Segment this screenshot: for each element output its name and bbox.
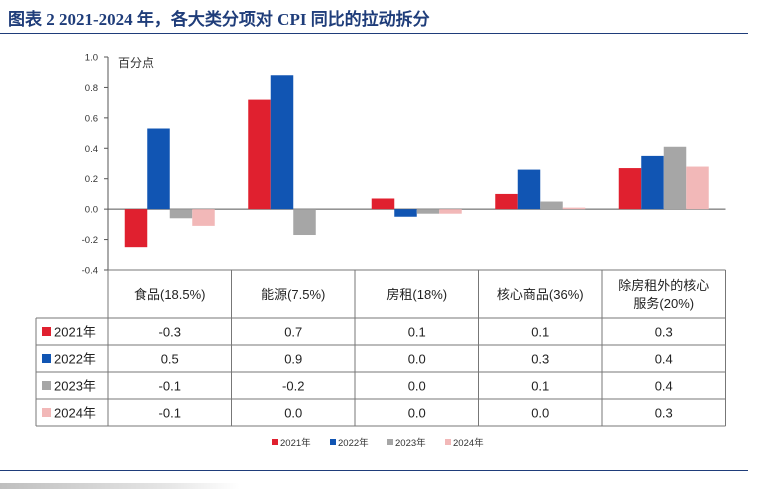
table-legend-swatch	[42, 354, 51, 363]
table-cell-value: 0.7	[284, 325, 302, 340]
table-cell-value: 0.0	[408, 406, 426, 421]
table-cell-value: -0.3	[159, 325, 181, 340]
y-tick-label: 0.0	[85, 205, 98, 216]
bar	[540, 201, 563, 210]
legend-swatch	[445, 439, 451, 445]
bar	[517, 169, 541, 210]
bar	[495, 193, 518, 210]
table-cell-value: 0.0	[531, 406, 549, 421]
bar	[416, 209, 440, 214]
bar	[663, 146, 687, 210]
table-cell-value: 0.0	[284, 406, 302, 421]
bottom-rule	[0, 470, 748, 471]
category-label: 核心商品(36%)	[497, 287, 584, 302]
table-cell-value: 0.3	[655, 406, 673, 421]
y-unit-label: 百分点	[118, 56, 154, 70]
table-legend-swatch	[42, 381, 51, 390]
category-label: 房租(18%)	[386, 287, 447, 302]
legend-label: 2024年	[453, 437, 484, 449]
table-cell-value: 0.9	[284, 352, 302, 367]
table-cell-value: -0.1	[159, 379, 181, 394]
y-tick-label: 1.0	[85, 53, 98, 64]
figure-title: 图表 2 2021-2024 年，各大类分项对 CPI 同比的拉动拆分	[8, 10, 430, 29]
legend-swatch	[330, 439, 336, 445]
bar	[686, 166, 709, 210]
category-label: 服务(20%)	[633, 296, 694, 311]
page-edge-shadow	[0, 483, 240, 489]
table-series-label: 2022年	[54, 352, 96, 367]
table-cell-value: 0.4	[655, 379, 673, 394]
table-cell-value: 0.4	[655, 352, 673, 367]
bar	[169, 209, 193, 219]
legend-swatch	[387, 439, 393, 445]
table-series-label: 2023年	[54, 379, 96, 394]
table-cell-value: 0.3	[531, 352, 549, 367]
bar	[394, 209, 417, 217]
category-label: 能源(7.5%)	[261, 287, 325, 302]
bar	[293, 209, 316, 236]
category-label: 食品(18.5%)	[134, 287, 206, 302]
table-cell-value: 0.0	[408, 352, 426, 367]
table-cell-value: -0.2	[282, 379, 304, 394]
table-cell-value: 0.5	[161, 352, 179, 367]
table-cell-value: 0.1	[408, 325, 426, 340]
table-cell-value: 0.1	[531, 379, 549, 394]
table-cell-value: 0.1	[531, 325, 549, 340]
legend-label: 2021年	[280, 437, 311, 449]
table-legend-swatch	[42, 327, 51, 336]
table-legend-swatch	[42, 408, 51, 417]
bar	[192, 209, 215, 226]
bar	[248, 99, 271, 210]
bar	[371, 198, 395, 210]
legend-label: 2022年	[338, 437, 369, 449]
y-tick-label: -0.4	[82, 266, 98, 277]
bar	[618, 168, 642, 210]
table-cell-value: -0.1	[159, 406, 181, 421]
y-tick-label: 0.6	[85, 113, 98, 124]
bar	[124, 209, 148, 248]
y-tick-label: 0.8	[85, 83, 98, 94]
y-tick-label: 0.2	[85, 174, 98, 185]
y-tick-label: 0.4	[85, 144, 98, 155]
legend-swatch	[272, 439, 278, 445]
table-series-label: 2021年	[54, 325, 96, 340]
bar	[270, 75, 294, 210]
y-tick-label: -0.2	[82, 235, 98, 246]
bar	[439, 209, 462, 214]
table-series-label: 2024年	[54, 406, 96, 421]
table-cell-value: 0.3	[655, 325, 673, 340]
title-rule	[0, 33, 748, 34]
bar	[562, 207, 586, 210]
category-label: 除房租外的核心	[618, 278, 709, 293]
legend-label: 2023年	[395, 437, 426, 449]
bar	[147, 128, 170, 210]
table-cell-value: 0.0	[408, 379, 426, 394]
bar	[641, 155, 664, 210]
